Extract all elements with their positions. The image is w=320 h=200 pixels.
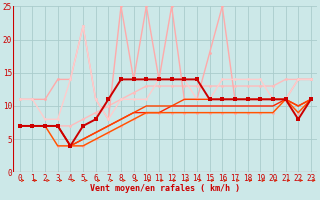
X-axis label: Vent moyen/en rafales ( km/h ): Vent moyen/en rafales ( km/h ) bbox=[90, 184, 240, 193]
